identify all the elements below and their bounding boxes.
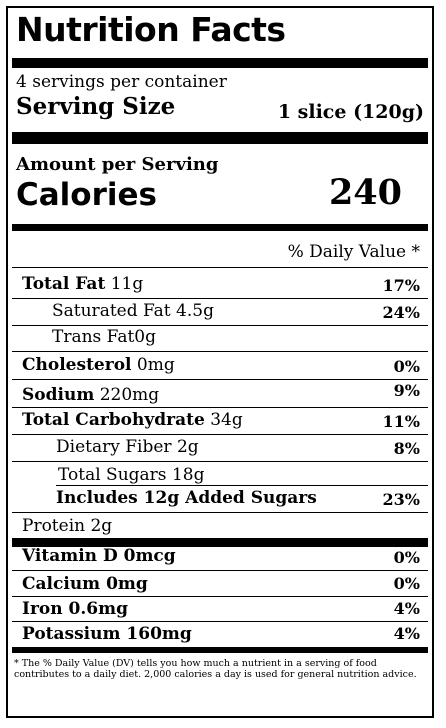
calories-value: 240 bbox=[328, 172, 402, 213]
nutrient-row-total-sugars: Total Sugars 18g bbox=[58, 465, 204, 485]
nutrient-name: Total Sugars bbox=[58, 465, 167, 485]
serving-size-label: Serving Size bbox=[16, 93, 176, 120]
nutrient-dv: 11% bbox=[382, 412, 420, 431]
nutrient-row-trans-fat: Trans Fat0g bbox=[52, 327, 156, 347]
nutrient-row-dietary-fiber: Dietary Fiber 2g bbox=[56, 437, 199, 457]
amount-per-serving: Amount per Serving bbox=[16, 154, 219, 175]
nutrient-amount: 2g bbox=[176, 437, 199, 457]
nutrient-row-sodium: Sodium 220mg bbox=[22, 385, 159, 405]
nutrient-dv: 23% bbox=[382, 490, 420, 509]
divider bbox=[12, 298, 428, 299]
nutrient-dv: 17% bbox=[382, 276, 420, 295]
divider bbox=[12, 512, 428, 513]
medium-divider bbox=[12, 647, 428, 653]
thick-divider bbox=[12, 132, 428, 144]
servings-per-container: 4 servings per container bbox=[16, 72, 227, 92]
vitamin-dv: 0% bbox=[393, 574, 420, 593]
serving-size-value: 1 slice (120g) bbox=[277, 101, 424, 123]
vitamin-amount: 0mg bbox=[106, 574, 148, 594]
nutrient-row-total-fat: Total Fat 11g bbox=[22, 274, 143, 294]
nutrient-name: Saturated Fat bbox=[52, 301, 171, 321]
vitamin-row-vitamin-d: Vitamin D 0mcg bbox=[22, 546, 176, 566]
vitamin-dv: 0% bbox=[393, 548, 420, 567]
nutrient-row-added-sugars: Includes 12g Added Sugars bbox=[56, 488, 317, 508]
divider bbox=[12, 596, 428, 597]
divider bbox=[12, 351, 428, 352]
nutrient-name: Dietary Fiber bbox=[56, 437, 172, 457]
vitamin-row-potassium: Potassium 160mg bbox=[22, 624, 192, 644]
vitamin-dv: 4% bbox=[393, 599, 420, 618]
vitamin-amount: 160mg bbox=[126, 624, 192, 644]
nutrient-dv: 8% bbox=[393, 439, 420, 458]
vitamin-row-calcium: Calcium 0mg bbox=[22, 574, 148, 594]
nutrient-row-protein: Protein 2g bbox=[22, 516, 112, 536]
nutrient-name: Protein bbox=[22, 516, 86, 536]
divider bbox=[12, 461, 428, 462]
divider bbox=[12, 434, 428, 435]
divider bbox=[12, 379, 428, 380]
vitamin-name: Iron bbox=[22, 599, 63, 619]
divider bbox=[12, 407, 428, 408]
vitamin-name: Potassium bbox=[22, 624, 121, 644]
vitamin-amount: 0.6mg bbox=[68, 599, 128, 619]
nutrient-amount: 2g bbox=[90, 516, 113, 536]
divider bbox=[12, 570, 428, 571]
daily-value-header: % Daily Value * bbox=[287, 242, 420, 262]
label-title: Nutrition Facts bbox=[16, 10, 286, 49]
nutrient-amount: 0mg bbox=[136, 355, 175, 375]
daily-value-footnote: * The % Daily Value (DV) tells you how m… bbox=[14, 658, 417, 680]
vitamin-name: Calcium bbox=[22, 574, 101, 594]
nutrient-amount: 34g bbox=[210, 410, 243, 430]
nutrient-dv: 9% bbox=[393, 381, 420, 400]
nutrient-amount: 4.5g bbox=[176, 301, 214, 321]
nutrient-row-saturated-fat: Saturated Fat 4.5g bbox=[52, 301, 214, 321]
divider bbox=[12, 325, 428, 326]
divider bbox=[12, 267, 428, 268]
divider bbox=[56, 485, 428, 486]
nutrient-row-cholesterol: Cholesterol 0mg bbox=[22, 355, 175, 375]
thick-divider bbox=[12, 538, 428, 547]
nutrient-amount: 220mg bbox=[99, 385, 160, 405]
nutrient-name: Total Fat bbox=[22, 274, 106, 294]
nutrition-label bbox=[6, 6, 434, 718]
divider bbox=[12, 621, 428, 622]
calories-label: Calories bbox=[16, 177, 157, 213]
vitamin-dv: 4% bbox=[393, 624, 420, 643]
nutrient-name: Trans Fat bbox=[52, 327, 135, 347]
vitamin-row-iron: Iron 0.6mg bbox=[22, 599, 128, 619]
vitamin-amount: 0mcg bbox=[123, 546, 176, 566]
nutrient-dv: 0% bbox=[393, 357, 420, 376]
thick-divider bbox=[12, 58, 428, 68]
nutrient-name: Cholesterol bbox=[22, 355, 132, 375]
nutrient-row-total-carbohydrate: Total Carbohydrate 34g bbox=[22, 410, 243, 430]
nutrient-name: Total Carbohydrate bbox=[22, 410, 205, 430]
medium-divider bbox=[12, 224, 428, 231]
nutrient-amount: 0g bbox=[134, 327, 156, 347]
nutrient-name: Sodium bbox=[22, 385, 95, 405]
nutrient-dv: 24% bbox=[382, 303, 420, 322]
nutrient-amount: 18g bbox=[171, 465, 205, 485]
vitamin-name: Vitamin D bbox=[22, 546, 118, 566]
nutrient-amount: 11g bbox=[110, 274, 144, 294]
